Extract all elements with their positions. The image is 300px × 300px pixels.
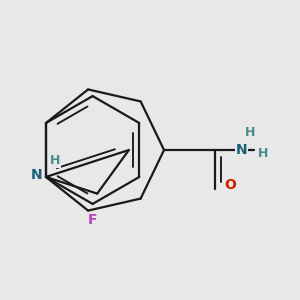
Text: H: H <box>50 154 60 167</box>
Text: F: F <box>88 213 98 227</box>
Text: H: H <box>258 147 268 160</box>
Text: H: H <box>245 125 256 139</box>
Text: N: N <box>235 143 247 157</box>
Text: N: N <box>31 168 42 182</box>
Text: O: O <box>224 178 236 192</box>
